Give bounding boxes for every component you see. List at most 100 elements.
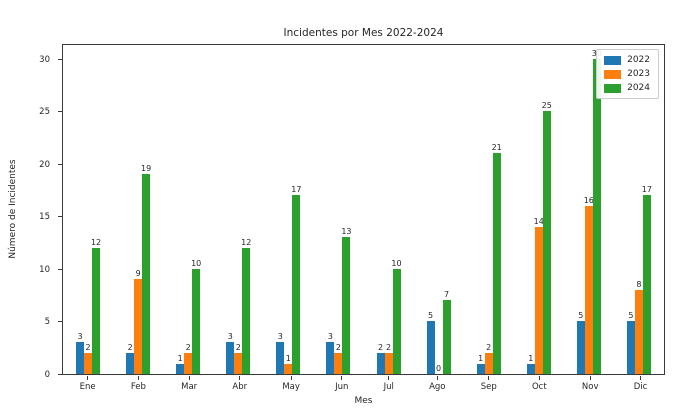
bar-value-label: 3: [327, 332, 333, 342]
bar-2022-sep: [476, 363, 485, 374]
x-tick-mar: Mar: [181, 376, 197, 392]
bar-wrap: 12: [91, 238, 101, 374]
bar-group-jul: 2 2 10: [376, 45, 402, 374]
legend-label: 2023: [627, 69, 650, 79]
bar-wrap: 9: [134, 269, 143, 374]
bar-wrap: 2: [126, 342, 135, 374]
x-axis-label: Mes: [354, 396, 373, 406]
bar-2022-dic: [626, 321, 635, 374]
bar-wrap: 2: [184, 343, 193, 374]
bar-value-label: 1: [528, 353, 534, 363]
bar-wrap: 21: [491, 143, 502, 374]
bar-2024-ago: [442, 300, 451, 374]
bar-2022-oct: [526, 363, 535, 374]
bar-wrap: 1: [526, 353, 535, 374]
x-tick-mark: [239, 376, 241, 380]
bar-wrap: 2: [484, 343, 493, 374]
bar-value-label: 17: [641, 185, 652, 195]
bar-wrap: 17: [291, 185, 301, 374]
bar-value-label: 25: [541, 101, 552, 111]
bar-value-label: 12: [241, 237, 252, 247]
x-tick-dic: Dic: [633, 376, 648, 392]
x-tick-mark: [538, 376, 540, 380]
legend-entry-2023: 2023: [604, 69, 650, 79]
bar-value-label: 10: [391, 258, 402, 268]
y-tick-label: 30: [39, 54, 50, 65]
bar-2022-mar: [176, 363, 185, 374]
bar-wrap: 10: [391, 258, 402, 374]
x-tick-label: Jul: [383, 382, 394, 392]
bar-wrap: 17: [641, 185, 652, 374]
x-tick-jun: Jun: [335, 376, 348, 392]
x-tick-label: Sep: [480, 382, 497, 392]
bar-wrap: 2: [84, 342, 93, 374]
bar-value-label: 2: [127, 342, 133, 352]
bar-2024-jul: [392, 268, 401, 374]
x-tick-mark: [87, 376, 89, 380]
x-tick-jul: Jul: [384, 376, 394, 392]
x-tick-mark: [290, 376, 292, 380]
bar-group-abr: 3 2 12: [226, 45, 252, 374]
bar-value-label: 2: [85, 342, 91, 352]
bar-2023-mar: [184, 352, 193, 374]
bar-2023-may: [284, 363, 293, 374]
x-tick-mark: [640, 376, 642, 380]
y-tick-mark: [58, 163, 62, 165]
x-tick-abr: Abr: [232, 376, 247, 392]
bar-value-label: 2: [235, 342, 241, 352]
x-tick-mark: [137, 376, 139, 380]
legend-label: 2022: [627, 55, 650, 65]
legend-label: 2024: [627, 83, 650, 93]
bar-2022-feb: [126, 352, 135, 374]
x-tick-label: Ago: [429, 382, 446, 392]
bar-group-ene: 3 2 12: [76, 45, 101, 374]
bar-2023-ene: [84, 352, 93, 374]
y-tick-mark: [58, 268, 62, 270]
y-tick-mark: [58, 58, 62, 60]
bar-value-label: 3: [227, 332, 233, 342]
bar-2022-jun: [326, 342, 335, 374]
bar-value-label: 13: [341, 227, 352, 237]
bar-value-label: 9: [135, 269, 141, 279]
y-tick-label: 10: [39, 264, 50, 275]
x-tick-label: Dic: [633, 382, 648, 392]
bar-wrap: 2: [376, 343, 385, 374]
bar-2023-feb: [134, 279, 143, 374]
bar-2023-jun: [334, 352, 343, 374]
legend-entry-2022: 2022: [604, 55, 650, 65]
bar-2023-dic: [634, 289, 643, 374]
x-tick-mark: [188, 376, 190, 380]
bar-value-label: 8: [636, 279, 642, 289]
bar-value-label: 2: [385, 342, 392, 352]
legend: 2022 2023 2024: [596, 49, 659, 99]
bar-2024-feb: [142, 174, 151, 374]
legend-swatch-icon: [604, 69, 622, 79]
bar-value-label: 21: [491, 143, 502, 153]
bar-wrap: 5: [626, 311, 635, 374]
bar-wrap: 25: [541, 101, 552, 374]
bar-value-label: 5: [428, 311, 434, 321]
x-tick-nov: Nov: [582, 376, 599, 392]
bar-2023-oct: [534, 226, 543, 374]
bar-wrap: 3: [276, 332, 285, 374]
bar-2024-nov: [592, 58, 601, 374]
bar-value-label: 3: [277, 332, 283, 342]
x-axis-ticks: Ene Feb Mar Abr May Jun Jul Ago Sep Oct Nov Dic: [62, 376, 665, 392]
bar-2022-jul: [376, 352, 385, 374]
bar-group-jun: 3 2 13: [326, 45, 352, 374]
x-tick-mark: [488, 376, 490, 380]
bar-wrap: 1: [476, 354, 485, 374]
bar-group-ago: 5 0 7: [426, 45, 451, 374]
bar-wrap: 2: [234, 342, 243, 374]
bar-wrap: 5: [576, 311, 585, 374]
bar-2023-sep: [484, 352, 493, 374]
bar-2022-ene: [76, 342, 85, 374]
bar-value-label: 2: [335, 342, 341, 352]
bar-wrap: 7: [442, 290, 451, 374]
bar-2024-mar: [192, 268, 201, 374]
y-tick-label: 0: [44, 370, 50, 380]
bar-value-label: 14: [533, 216, 544, 226]
bar-value-label: 5: [628, 311, 634, 321]
y-tick-label: 25: [39, 107, 50, 118]
bar-2022-ago: [426, 321, 435, 374]
